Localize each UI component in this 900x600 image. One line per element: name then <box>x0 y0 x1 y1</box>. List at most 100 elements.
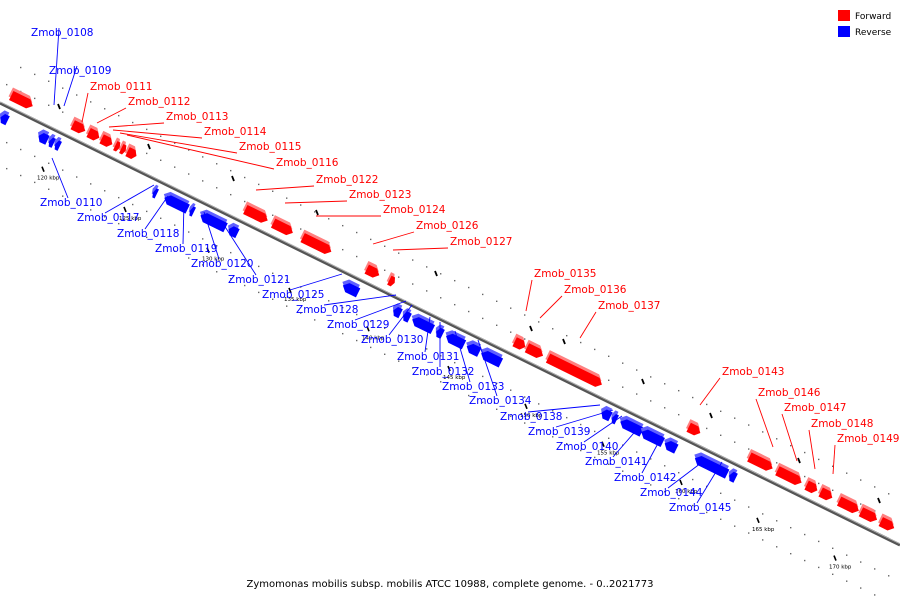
forward-gene-arrow[interactable] <box>835 493 862 515</box>
gene-label[interactable]: Zmob_0119 <box>155 243 217 255</box>
gene-label[interactable]: Zmob_0120 <box>191 258 253 270</box>
gene-label[interactable]: Zmob_0141 <box>585 456 647 468</box>
gene-label[interactable]: Zmob_0111 <box>90 81 152 93</box>
forward-gene-arrow[interactable] <box>685 419 704 437</box>
gene-label[interactable]: Zmob_0129 <box>327 319 389 331</box>
gene-label-leader <box>641 435 663 474</box>
gene-label[interactable]: Zmob_0147 <box>784 402 846 414</box>
guide-dot <box>580 449 582 452</box>
gene-label-leader <box>119 132 238 154</box>
guide-dot <box>188 149 190 151</box>
gene-label[interactable]: Zmob_0113 <box>166 111 228 123</box>
forward-gene-arrow[interactable] <box>98 130 116 149</box>
reverse-gene-arrow[interactable] <box>637 424 666 447</box>
forward-gene-arrow[interactable] <box>363 261 383 280</box>
forward-gene-arrow[interactable] <box>111 137 123 153</box>
reverse-gene-arrow[interactable] <box>196 207 229 233</box>
guide-dot <box>20 148 22 151</box>
forward-gene-arrow[interactable] <box>523 339 547 360</box>
reverse-gene-arrow[interactable] <box>463 338 483 357</box>
gene-label[interactable]: Zmob_0116 <box>276 157 339 169</box>
gene-label[interactable]: Zmob_0137 <box>598 300 660 312</box>
guide-dot <box>356 313 358 316</box>
gene-label[interactable]: Zmob_0132 <box>412 366 474 378</box>
gene-label[interactable]: Zmob_0145 <box>669 502 731 514</box>
reverse-gene-arrow[interactable] <box>51 136 63 151</box>
gene-label[interactable]: Zmob_0144 <box>640 487 703 499</box>
gene-label[interactable]: Zmob_0133 <box>442 381 504 393</box>
reverse-gene-arrow[interactable] <box>339 277 362 298</box>
gene-label[interactable]: Zmob_0110 <box>40 197 102 209</box>
forward-gene-arrow[interactable] <box>803 477 821 495</box>
reverse-gene-arrow[interactable] <box>442 328 467 350</box>
forward-gene-arrow[interactable] <box>69 116 89 136</box>
reverse-gene-arrow[interactable] <box>186 202 197 217</box>
gene-label[interactable]: Zmob_0126 <box>416 220 479 232</box>
reverse-gene-arrow[interactable] <box>661 435 680 454</box>
reverse-gene-arrow[interactable] <box>389 302 404 319</box>
reverse-gene-arrow[interactable] <box>691 450 731 479</box>
gene-label[interactable]: Zmob_0108 <box>31 27 93 39</box>
reverse-gene-arrow[interactable] <box>225 221 242 239</box>
gene-label[interactable]: Zmob_0149 <box>837 433 899 445</box>
guide-dot <box>608 355 610 357</box>
gene-arrow-body <box>436 327 445 339</box>
gene-label[interactable]: Zmob_0122 <box>316 174 378 186</box>
reverse-gene-arrow[interactable] <box>399 307 413 323</box>
gene-label[interactable]: Zmob_0121 <box>228 274 290 286</box>
forward-gene-arrow[interactable] <box>857 503 881 524</box>
guide-dot <box>524 396 526 398</box>
reverse-gene-arrow[interactable] <box>725 467 739 483</box>
forward-gene-arrow[interactable] <box>7 87 36 110</box>
forward-gene-arrow[interactable] <box>124 143 141 161</box>
gene-label[interactable]: Zmob_0112 <box>128 96 190 108</box>
forward-gene-arrow[interactable] <box>511 333 529 352</box>
gene-label[interactable]: Zmob_0140 <box>556 441 618 453</box>
gene-label[interactable]: Zmob_0139 <box>528 426 590 438</box>
guide-dot <box>104 190 106 192</box>
forward-gene-arrow[interactable] <box>385 272 398 287</box>
gene-label[interactable]: Zmob_0114 <box>204 126 267 138</box>
gene-label[interactable]: Zmob_0134 <box>469 395 532 407</box>
gene-arrow-body <box>152 188 159 199</box>
reverse-gene-arrow[interactable] <box>0 109 11 126</box>
guide-dot <box>132 203 134 206</box>
gene-label[interactable]: Zmob_0127 <box>450 236 512 248</box>
reverse-gene-arrow[interactable] <box>45 133 57 148</box>
forward-gene-arrow[interactable] <box>85 124 103 142</box>
gene-label[interactable]: Zmob_0128 <box>296 304 358 316</box>
gene-label[interactable]: Zmob_0125 <box>262 289 324 301</box>
forward-gene-arrow[interactable] <box>877 513 898 532</box>
gene-label[interactable]: Zmob_0131 <box>397 351 459 363</box>
forward-gene-arrow[interactable] <box>773 462 805 487</box>
gene-label[interactable]: Zmob_0117 <box>77 212 139 224</box>
gene-label[interactable]: Zmob_0115 <box>239 141 301 153</box>
reverse-gene-arrow[interactable] <box>477 345 504 368</box>
guide-dot <box>48 188 50 190</box>
forward-gene-arrow[interactable] <box>817 483 836 502</box>
reverse-gene-arrow[interactable] <box>35 128 52 145</box>
guide-dot <box>34 155 36 158</box>
forward-gene-arrow[interactable] <box>544 350 605 389</box>
gene-label[interactable]: Zmob_0109 <box>49 65 111 77</box>
forward-gene-arrow[interactable] <box>269 215 296 237</box>
forward-gene-arrow[interactable] <box>117 140 129 155</box>
forward-gene-arrow[interactable] <box>745 448 776 473</box>
forward-gene-arrow[interactable] <box>241 201 271 225</box>
gene-arrow-body <box>86 128 100 141</box>
guide-dot <box>538 403 540 405</box>
gene-label[interactable]: Zmob_0118 <box>117 228 179 240</box>
gene-label[interactable]: Zmob_0123 <box>349 189 411 201</box>
gene-label[interactable]: Zmob_0130 <box>361 334 423 346</box>
gene-label[interactable]: Zmob_0142 <box>614 472 676 484</box>
gene-label[interactable]: Zmob_0143 <box>722 366 784 378</box>
gene-label[interactable]: Zmob_0146 <box>758 387 821 399</box>
gene-label[interactable]: Zmob_0136 <box>564 284 627 296</box>
gene-label[interactable]: Zmob_0148 <box>811 418 873 430</box>
guide-dot <box>496 382 498 384</box>
reverse-gene-arrow[interactable] <box>149 184 160 199</box>
gene-label[interactable]: Zmob_0124 <box>383 204 446 216</box>
forward-gene-arrow[interactable] <box>299 229 335 257</box>
gene-label[interactable]: Zmob_0138 <box>500 411 562 423</box>
gene-label[interactable]: Zmob_0135 <box>534 268 596 280</box>
